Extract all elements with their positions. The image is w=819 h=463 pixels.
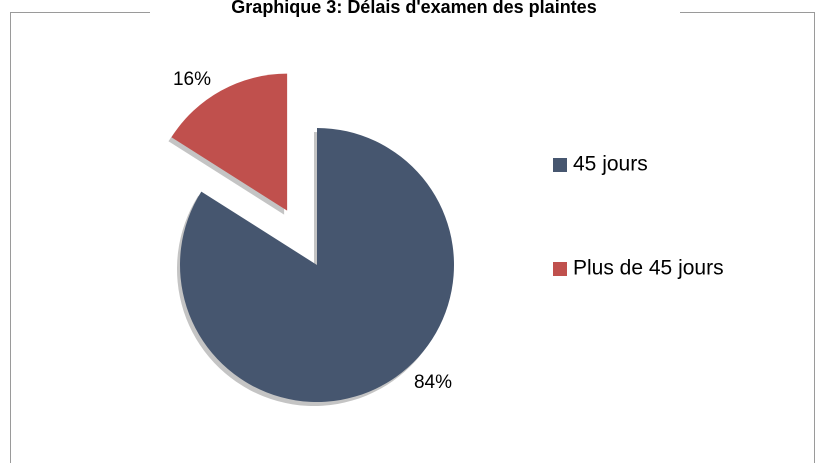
legend-label: Plus de 45 jours	[573, 257, 724, 280]
legend-label: 45 jours	[573, 153, 648, 176]
slice-label: 16%	[173, 69, 211, 90]
legend-swatch	[553, 262, 567, 276]
title-backdrop	[150, 0, 680, 22]
slice-label: 84%	[414, 372, 452, 393]
chart-title: Graphique 3: Délais d'examen des plainte…	[231, 0, 596, 17]
pie-slice	[171, 73, 288, 211]
legend-swatch	[553, 158, 567, 172]
pie-slice	[180, 128, 454, 402]
